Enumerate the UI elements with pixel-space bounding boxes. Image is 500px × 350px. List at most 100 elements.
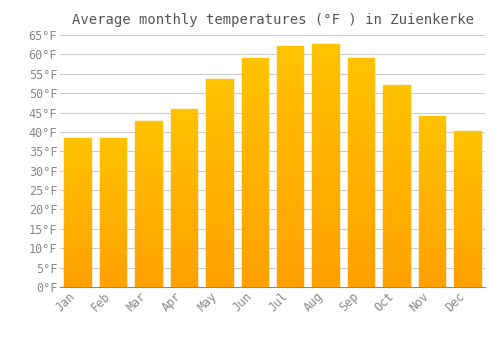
Bar	[206, 264, 233, 266]
Bar	[383, 218, 409, 220]
Bar	[136, 234, 162, 236]
Bar	[206, 162, 233, 164]
Bar	[312, 263, 339, 265]
Bar	[454, 278, 480, 279]
Bar	[64, 259, 91, 260]
Bar	[170, 159, 197, 160]
Bar	[206, 79, 233, 81]
Bar	[136, 240, 162, 242]
Bar	[242, 143, 268, 145]
Bar	[348, 264, 374, 266]
Bar	[383, 269, 409, 271]
Bar	[418, 160, 445, 162]
Bar	[312, 204, 339, 207]
Bar	[242, 127, 268, 129]
Bar	[136, 212, 162, 214]
Bar	[454, 156, 480, 158]
Bar	[312, 80, 339, 83]
Bar	[206, 218, 233, 220]
Bar	[206, 119, 233, 121]
Bar	[348, 88, 374, 90]
Bar	[383, 156, 409, 158]
Bar	[206, 129, 233, 131]
Bar	[418, 121, 445, 123]
Bar	[136, 217, 162, 219]
Bar	[454, 153, 480, 155]
Bar	[418, 152, 445, 154]
Bar	[312, 88, 339, 90]
Bar	[100, 271, 126, 272]
Bar	[206, 135, 233, 138]
Bar	[136, 142, 162, 144]
Bar	[206, 150, 233, 152]
Bar	[170, 243, 197, 244]
Bar	[136, 274, 162, 275]
Bar	[242, 189, 268, 191]
Bar	[277, 186, 303, 188]
Bar	[170, 169, 197, 171]
Bar	[170, 132, 197, 134]
Bar	[454, 228, 480, 230]
Bar	[383, 172, 409, 174]
Bar	[312, 61, 339, 64]
Bar	[136, 173, 162, 174]
Bar	[277, 55, 303, 58]
Bar	[136, 219, 162, 220]
Bar	[312, 178, 339, 180]
Bar	[312, 226, 339, 229]
Bar	[64, 237, 91, 238]
Bar	[277, 239, 303, 241]
Bar	[418, 253, 445, 254]
Bar	[100, 183, 126, 184]
Bar	[418, 206, 445, 208]
Bar	[454, 214, 480, 216]
Bar	[100, 237, 126, 238]
Bar	[348, 74, 374, 77]
Bar	[454, 242, 480, 244]
Bar	[206, 137, 233, 139]
Bar	[383, 118, 409, 120]
Bar	[100, 178, 126, 180]
Bar	[64, 286, 91, 287]
Bar	[312, 260, 339, 263]
Bar	[383, 237, 409, 239]
Bar	[170, 146, 197, 148]
Bar	[454, 212, 480, 214]
Bar	[100, 265, 126, 266]
Bar	[312, 149, 339, 151]
Bar	[418, 215, 445, 217]
Bar	[242, 193, 268, 196]
Bar	[242, 220, 268, 223]
Bar	[312, 246, 339, 248]
Bar	[312, 229, 339, 231]
Bar	[383, 168, 409, 170]
Bar	[136, 265, 162, 267]
Bar	[418, 282, 445, 284]
Bar	[242, 211, 268, 214]
Bar	[348, 244, 374, 246]
Bar	[418, 225, 445, 227]
Bar	[348, 138, 374, 141]
Bar	[170, 251, 197, 253]
Bar	[242, 125, 268, 127]
Bar	[454, 184, 480, 186]
Bar	[383, 198, 409, 200]
Bar	[454, 164, 480, 166]
Bar	[312, 253, 339, 255]
Bar	[454, 260, 480, 262]
Bar	[170, 219, 197, 221]
Bar	[170, 248, 197, 250]
Bar	[348, 189, 374, 191]
Bar	[136, 272, 162, 274]
Bar	[242, 145, 268, 147]
Bar	[312, 98, 339, 100]
Bar	[100, 235, 126, 237]
Bar	[312, 154, 339, 156]
Bar	[348, 83, 374, 86]
Bar	[206, 223, 233, 225]
Bar	[418, 231, 445, 232]
Bar	[100, 161, 126, 162]
Bar	[64, 184, 91, 186]
Bar	[136, 209, 162, 211]
Bar	[383, 261, 409, 263]
